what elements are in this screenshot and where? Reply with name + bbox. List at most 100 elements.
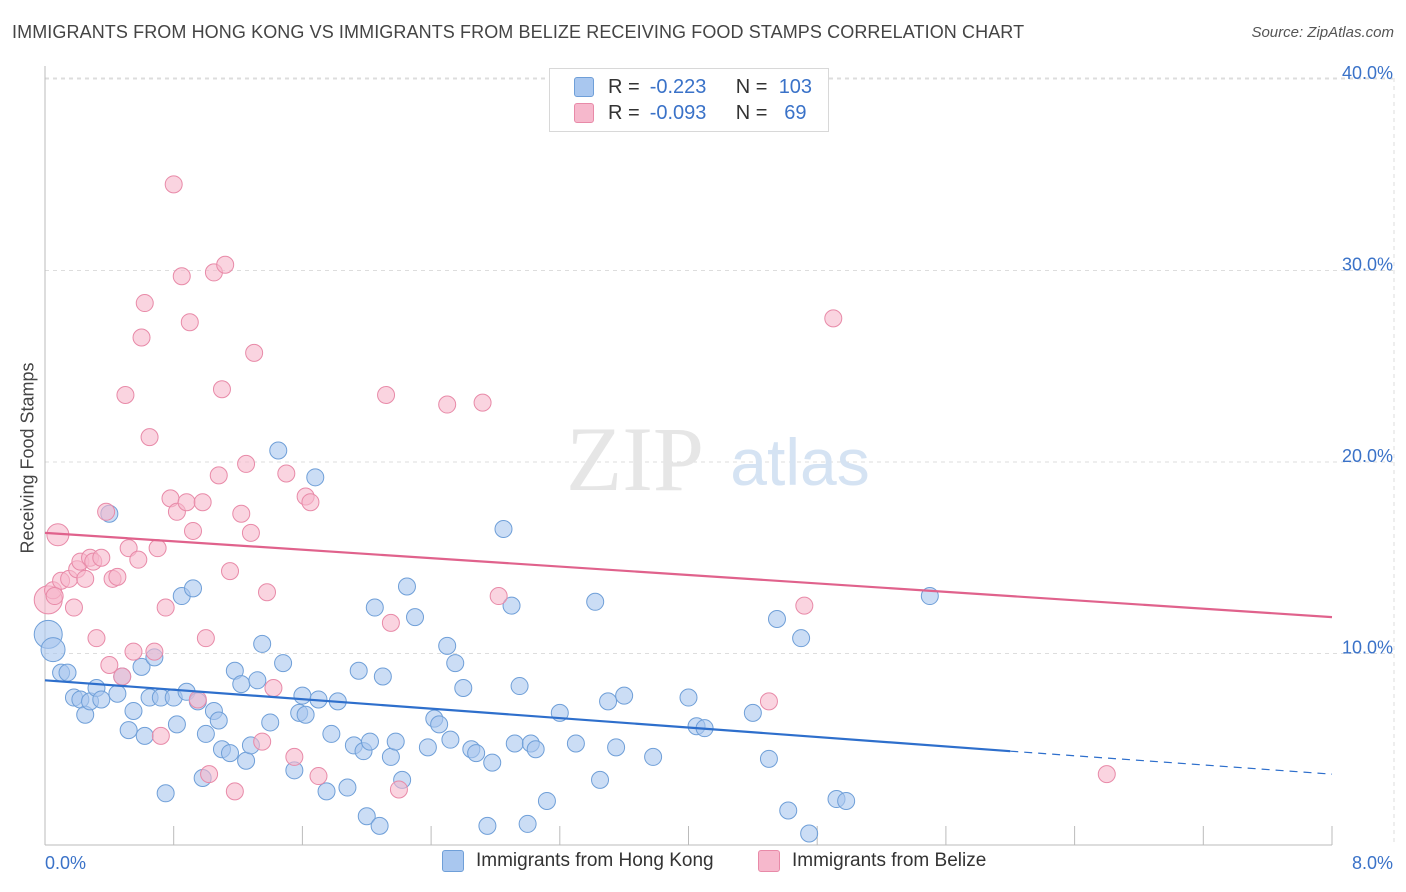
point-hong-kong [58, 663, 77, 682]
point-belize [124, 642, 143, 661]
point-belize [129, 550, 148, 569]
point-belize [140, 428, 159, 447]
bottom-legend-hong-kong: Immigrants from Hong Kong [442, 850, 714, 872]
point-hong-kong [518, 814, 537, 833]
x-tick-label: 0.0% [45, 853, 86, 873]
bottom-legend-swatch-hong-kong [442, 850, 464, 872]
point-belize [135, 294, 154, 313]
point-hong-kong [253, 634, 272, 653]
stats-legend: R = -0.223 N = 103 R = -0.093 N = 69 [549, 68, 829, 132]
point-hong-kong [357, 807, 376, 826]
point-hong-kong [269, 441, 288, 460]
point-belize [212, 380, 231, 399]
point-hong-kong [418, 738, 437, 757]
point-belize [200, 765, 219, 784]
legend-swatch-hong-kong [574, 77, 594, 97]
point-hong-kong [274, 654, 293, 673]
point-hong-kong [467, 744, 486, 763]
point-hong-kong [221, 744, 240, 763]
point-belize [264, 678, 283, 697]
point-hong-kong [338, 778, 357, 797]
point-hong-kong [232, 675, 251, 694]
point-hong-kong [132, 657, 151, 676]
point-belize [45, 587, 64, 606]
point-belize [221, 562, 240, 581]
point-belize [473, 393, 492, 412]
point-hong-kong [644, 747, 663, 766]
point-hong-kong [430, 715, 449, 734]
point-hong-kong [196, 724, 215, 743]
point-belize [209, 466, 228, 485]
point-belize [277, 464, 296, 483]
bottom-legend-label-belize: Immigrants from Belize [792, 850, 987, 871]
point-hong-kong [386, 732, 405, 751]
point-belize [180, 313, 199, 332]
y-tick-label: 30.0% [1342, 255, 1393, 275]
legend-row-hong-kong: R = -0.223 N = 103 [574, 75, 815, 99]
point-belize [216, 255, 235, 274]
point-belize [237, 454, 256, 473]
point-hong-kong [261, 713, 280, 732]
point-belize [489, 587, 508, 606]
point-hong-kong [743, 703, 762, 722]
point-hong-kong [478, 816, 497, 835]
point-belize [119, 539, 138, 558]
point-belize [76, 569, 95, 588]
point-belize [795, 596, 814, 615]
point-belize [172, 267, 191, 286]
point-hong-kong [248, 671, 267, 690]
point-belize [309, 767, 328, 786]
point-belize [113, 667, 132, 686]
point-belize [108, 567, 127, 586]
point-hong-kong [566, 734, 585, 753]
point-belize [759, 692, 778, 711]
point-belize [389, 780, 408, 799]
point-hong-kong [454, 678, 473, 697]
point-belize [232, 504, 251, 523]
point-hong-kong [156, 784, 175, 803]
trend-line-hong-kong [44, 679, 1011, 753]
legend-swatch-belize [574, 103, 594, 123]
point-hong-kong [537, 791, 556, 810]
point-hong-kong [591, 770, 610, 789]
source-note: Source: ZipAtlas.com [1251, 24, 1394, 41]
point-hong-kong [135, 726, 154, 745]
point-belize [377, 385, 396, 404]
point-hong-kong [505, 734, 524, 753]
point-hong-kong [373, 667, 392, 686]
data-points [33, 175, 1116, 843]
point-hong-kong [119, 721, 138, 740]
point-hong-kong [800, 824, 819, 843]
point-belize [64, 598, 83, 617]
point-hong-kong [108, 684, 127, 703]
x-tick-label: 8.0% [1352, 853, 1393, 873]
point-belize [145, 642, 164, 661]
point-hong-kong [184, 579, 203, 598]
point-belize [193, 493, 212, 512]
point-hong-kong [526, 740, 545, 759]
point-hong-kong [124, 701, 143, 720]
legend-r-value: -0.093 [649, 101, 707, 124]
point-hong-kong [296, 705, 315, 724]
watermark-zip: ZIP [566, 408, 704, 510]
legend-n-label: N = [735, 75, 768, 98]
point-belize [100, 655, 119, 674]
point-hong-kong [92, 690, 111, 709]
legend-n-label: N = [735, 101, 768, 124]
point-belize [184, 521, 203, 540]
point-hong-kong [767, 610, 786, 629]
y-tick-label: 40.0% [1342, 63, 1393, 83]
point-belize [1097, 765, 1116, 784]
point-belize [148, 539, 167, 558]
point-belize [253, 732, 272, 751]
point-hong-kong [441, 730, 460, 749]
y-tick-label: 20.0% [1342, 446, 1393, 466]
point-belize [92, 548, 111, 567]
legend-r-label: R = [608, 75, 640, 98]
legend-r-label: R = [608, 101, 640, 124]
watermark-atlas: atlas [730, 425, 869, 499]
point-belize [97, 502, 116, 521]
axes [44, 66, 1333, 846]
bottom-legend-label-hong-kong: Immigrants from Hong Kong [476, 850, 714, 871]
